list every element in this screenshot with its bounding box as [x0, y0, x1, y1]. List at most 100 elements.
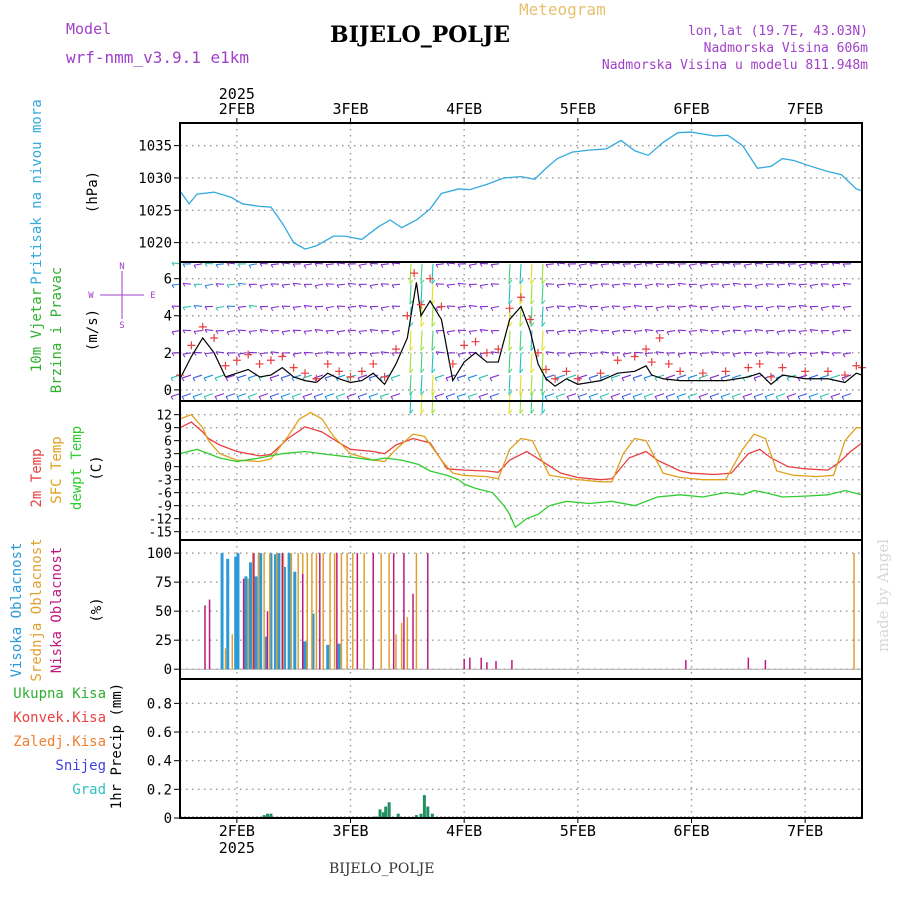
wind-arrow-head [688, 284, 692, 288]
wind-arrow [709, 393, 720, 398]
wind-gust-marker [482, 348, 491, 357]
wind-arrow-head [409, 322, 414, 327]
pressure-unit: (hPa) [85, 171, 101, 213]
wind-arrow-head [665, 396, 669, 400]
wind-arrow [820, 305, 830, 309]
wind-arrow [578, 263, 588, 266]
wind-arrow [776, 283, 786, 286]
wind-arrow-head [787, 307, 791, 311]
wind-arrow [409, 284, 412, 305]
wind-arrow [621, 393, 632, 398]
wind-arrow-head [567, 307, 571, 311]
wind-arrow [214, 374, 225, 379]
wind-arrow-head [508, 409, 513, 414]
precip-bar [396, 813, 400, 818]
wind-arrow-head [431, 322, 436, 327]
wind-arrow [688, 263, 698, 266]
wind-arrow-head [182, 307, 186, 311]
wind-arrow [831, 283, 841, 286]
wind-arrow [248, 263, 258, 266]
wind-arrow [434, 374, 445, 379]
wind-arrow-head [545, 264, 549, 268]
wind-arrow-head [409, 368, 414, 374]
wind-arrow-head [541, 279, 546, 285]
wind-arrow [819, 393, 830, 398]
wind-arrow-head [303, 331, 307, 335]
wind-arrow-head [699, 353, 703, 357]
wind-arrow-head [270, 330, 274, 335]
wind-arrow-head [269, 396, 273, 400]
legend-convective-rain: Konvek.Kisa [13, 710, 106, 726]
wind-arrow-head [435, 330, 439, 335]
wind-gust-marker [852, 361, 861, 370]
wind-arrow [519, 306, 522, 327]
wind-arrow [204, 352, 214, 355]
wind-arrow-head [644, 263, 648, 267]
wind-arrow-head [281, 331, 285, 336]
wind-arrow-head [589, 263, 593, 267]
wind-arrow [519, 393, 522, 414]
wind-arrow-head [555, 396, 559, 400]
wind-arrow-head [644, 306, 648, 310]
wind-arrow-head [358, 352, 362, 356]
wind-arrow-head [677, 263, 681, 268]
wind-gust-marker [647, 358, 656, 367]
wind-arrow [314, 352, 324, 355]
wind-arrow-head [556, 305, 560, 310]
wind-arrow [214, 393, 225, 398]
wind-arrow-head [369, 285, 373, 289]
wind-gust-marker [301, 369, 310, 378]
wind-arrow-head [281, 262, 285, 267]
wind-arrow [720, 374, 731, 379]
wind-arrow [710, 263, 720, 266]
wind-arrow-head [721, 331, 725, 336]
footer-station: BIJELO_POLJE [329, 861, 435, 877]
wind-arrow-head [764, 396, 768, 400]
wind-gust-marker [335, 367, 344, 376]
wind-arrow-head [171, 284, 175, 289]
wind-arrow [743, 330, 753, 332]
wind-arrow-head [380, 307, 384, 312]
y-tick-label: -9 [156, 500, 172, 515]
wind-arrow-head [369, 263, 373, 267]
wind-arrow [698, 393, 709, 398]
wind-arrow [676, 393, 687, 398]
wind-gust-marker [801, 367, 810, 376]
wind-arrow [567, 305, 577, 308]
wind-arrow-head [192, 396, 196, 400]
wind-arrow [368, 393, 379, 398]
y-tick-label: -15 [149, 526, 172, 541]
wind-arrow [336, 283, 346, 286]
wind-arrow [566, 393, 577, 398]
wind-arrow-head [379, 396, 383, 400]
wind-arrow [193, 330, 203, 332]
wind-arrow-head [182, 329, 186, 334]
wind-arrow [508, 263, 511, 284]
model-elevation-text: Nadmorska Visina u modelu 811.948m [601, 58, 868, 73]
wind-arrow [732, 282, 742, 285]
y-tick-label: 6 [164, 272, 172, 288]
y-tick-label: -6 [156, 487, 172, 502]
wind-arrow [544, 393, 555, 398]
wind-arrow-head [391, 305, 395, 310]
wind-arrow-head [215, 351, 219, 356]
wind-arrow-head [842, 353, 846, 358]
wind-arrow [797, 393, 808, 398]
wind-arrow [541, 263, 544, 284]
wind-arrow-head [797, 377, 801, 382]
wind-arrow-head [566, 396, 570, 400]
wind-arrow [710, 305, 720, 309]
wind-arrow-head [409, 279, 414, 285]
wind-arrow-head [193, 264, 197, 269]
wind-arrow-head [468, 284, 472, 288]
wind-arrow-head [699, 329, 703, 333]
wind-arrow-head [457, 329, 461, 334]
wind-arrow-head [831, 284, 835, 289]
high-cloud-axis-title: Visoka Oblacnost [9, 543, 25, 678]
wind-arrow-head [709, 396, 713, 400]
wind-arrow-head [519, 299, 524, 305]
wind-arrow-head [632, 396, 636, 400]
wind-gust-marker [630, 352, 639, 361]
wind-arrow-head [610, 377, 614, 382]
wind-arrow-head [556, 352, 560, 357]
